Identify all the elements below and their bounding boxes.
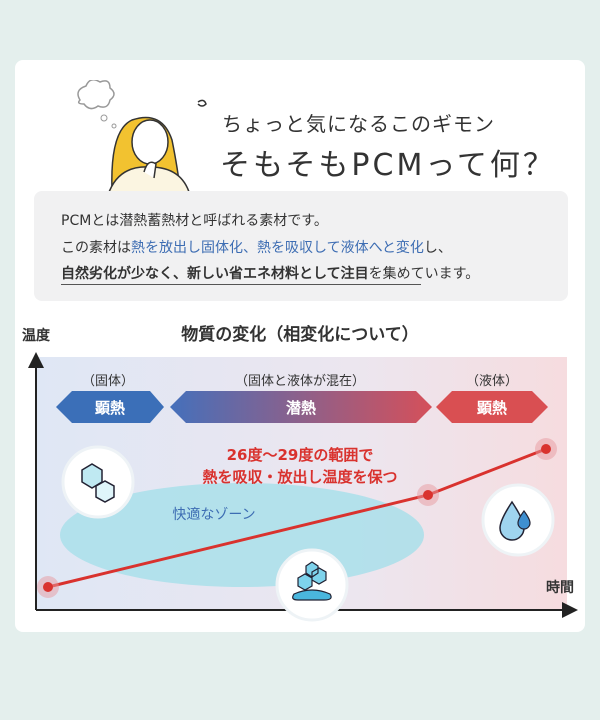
header-title: そもそもPCMって何？	[220, 148, 556, 183]
ice-cubes-icon	[61, 445, 135, 519]
data-point-end	[535, 438, 557, 460]
header-subtitle: ちょっと気になるこのギモン	[222, 112, 495, 136]
info-line-1: PCMとは潜熱蓄熱材と呼ばれる素材です。	[61, 213, 328, 229]
info-box: PCMとは潜熱蓄熱材と呼ばれる素材です。 この素材は熱を放出し固体化、熱を吸収し…	[34, 191, 568, 301]
phase-label-liquid: （液体）	[466, 374, 518, 389]
info-line-2: この素材は熱を放出し固体化、熱を吸収して液体へと変化し、	[61, 237, 452, 257]
thinking-woman-illustration	[77, 80, 207, 195]
melting-ice-icon	[275, 548, 349, 622]
phase-label-mixed: （固体と液体が混在）	[235, 374, 365, 389]
note-line-1: 26度〜29度の範囲で	[227, 446, 374, 464]
sensible-heat-label-solid: 顕熱	[95, 399, 125, 417]
x-axis-label: 時間	[546, 579, 574, 596]
latent-heat-arrow	[170, 391, 432, 423]
y-axis-label: 温度	[22, 327, 51, 344]
latent-heat-label: 潜熱	[286, 399, 316, 417]
info-line-2-a: この素材は	[61, 240, 131, 256]
data-point-start	[37, 576, 59, 598]
info-line-3: 自然劣化が少なく、新しい省エネ材料として注目を集めています。	[61, 263, 479, 283]
sensible-heat-label-liquid: 顕熱	[477, 399, 507, 417]
comfort-zone-label: 快適なゾーン	[172, 506, 255, 523]
sensible-heat-arrow-liquid	[436, 391, 548, 423]
sensible-heat-arrow-solid	[56, 391, 164, 423]
emphasis-underline	[61, 284, 421, 285]
data-point-melt-end	[417, 484, 439, 506]
phase-label-solid: （固体）	[82, 374, 134, 389]
note-line-2: 熱を吸収・放出し温度を保つ	[202, 468, 397, 486]
info-line-2-c: し、	[423, 240, 452, 256]
info-line-3-emphasis: 自然劣化が少なく、新しい省エネ材料として注目	[61, 266, 369, 282]
water-drop-icon	[481, 483, 555, 557]
info-line-2-highlight: 熱を放出し固体化、熱を吸収して液体へと変化	[131, 240, 424, 256]
info-line-3-b: を集めています。	[368, 266, 480, 282]
diagram-title: 物質の変化（相変化について）	[181, 324, 419, 345]
